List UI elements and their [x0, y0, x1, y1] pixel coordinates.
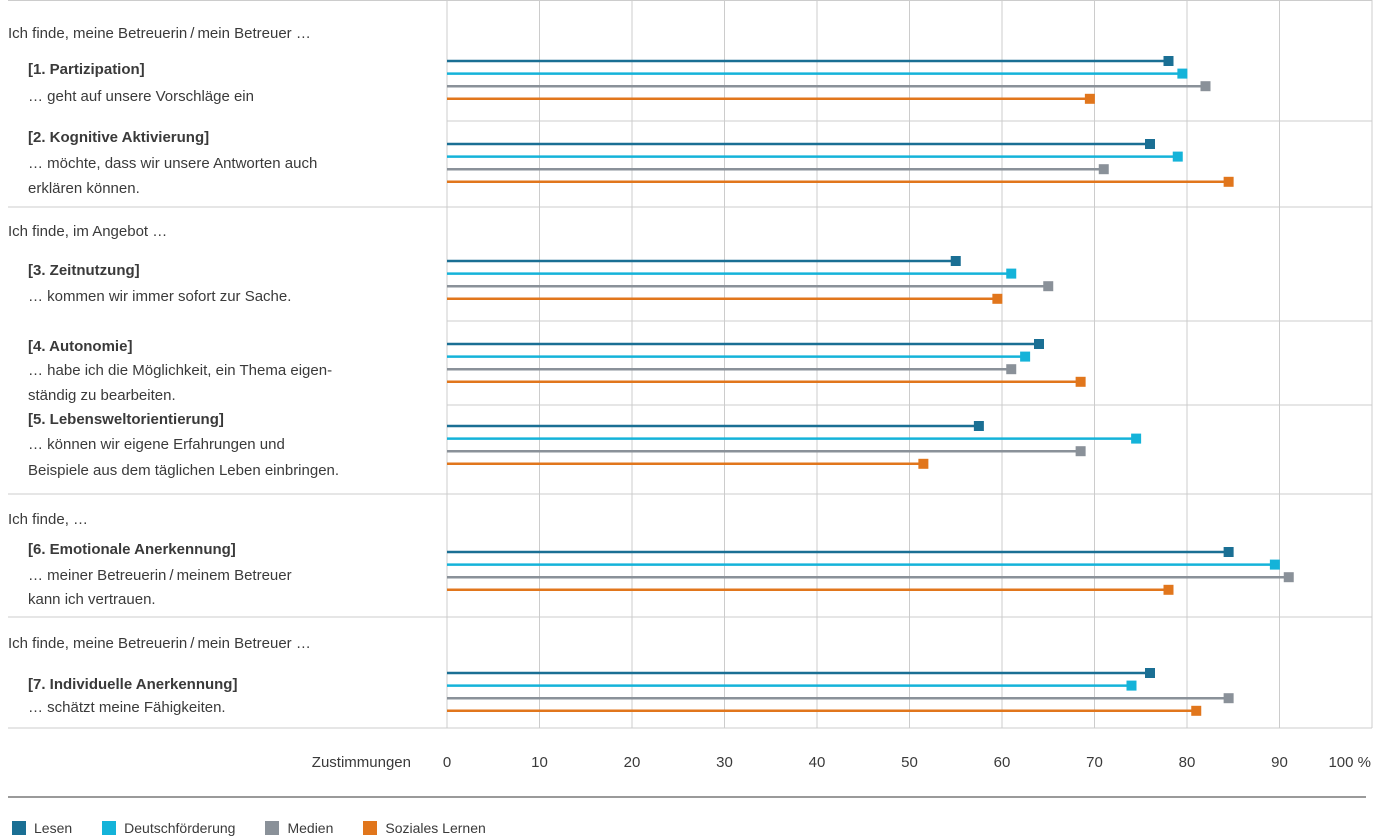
x-tick-label: 30: [716, 754, 733, 771]
bar-marker: [1200, 81, 1211, 92]
bar-marker: [1006, 268, 1017, 279]
bar-marker: [1163, 584, 1174, 595]
category-text: … schätzt meine Fähigkeiten.: [28, 699, 226, 716]
category-text: … kommen wir immer sofort zur Sache.: [28, 288, 291, 305]
category-title: [4. Autonomie]: [28, 338, 132, 355]
x-tick-label: 60: [994, 754, 1011, 771]
bar-marker: [1145, 139, 1155, 149]
category-text: Beispiele aus dem täglichen Leben einbri…: [28, 462, 339, 479]
bar-marker: [1075, 376, 1086, 387]
x-tick-label: 80: [1179, 754, 1196, 771]
legend-item: Deutschförderung: [102, 820, 235, 836]
category-text: … habe ich die Möglichkeit, ein Thema ei…: [28, 362, 332, 379]
category-title: [2. Kognitive Aktivierung]: [28, 129, 209, 146]
bar-marker: [918, 458, 929, 469]
bar-marker: [1283, 572, 1294, 583]
category-text: kann ich vertrauen.: [28, 591, 156, 608]
bar-marker: [950, 256, 961, 266]
bar-marker: [1223, 176, 1234, 187]
bar-marker: [1145, 668, 1155, 678]
legend-item: Soziales Lernen: [363, 820, 486, 836]
legend-label: Lesen: [34, 820, 73, 836]
x-tick-label: 0: [443, 754, 451, 771]
bar-marker: [992, 293, 1003, 304]
bar-marker: [1172, 151, 1183, 162]
group-intro-1: Ich finde, im Angebot …: [8, 223, 167, 240]
x-tick-label: 100 %: [1328, 754, 1371, 771]
bar-marker: [1043, 281, 1054, 292]
x-tick-label: 10: [531, 754, 548, 771]
bar-marker: [973, 421, 984, 431]
legend-swatch: [12, 821, 26, 835]
group-intro-0: Ich finde, meine Betreuerin / mein Betre…: [8, 25, 311, 42]
bar-marker: [1084, 93, 1095, 104]
category-text: … meiner Betreuerin / meinem Betreuer: [28, 567, 292, 584]
category-text: erklären können.: [28, 180, 140, 197]
bar-marker: [1177, 68, 1188, 79]
bar-marker: [1223, 693, 1234, 704]
category-title: [1. Partizipation]: [28, 61, 145, 78]
legend-swatch: [102, 821, 117, 835]
category-title: [7. Individuelle Anerkennung]: [28, 676, 237, 693]
legend-label: Medien: [287, 820, 334, 836]
group-intro-3: Ich finde, meine Betreuerin / mein Betre…: [8, 635, 311, 652]
bar-marker: [1006, 364, 1017, 375]
category-title: [5. Lebensweltorientierung]: [28, 411, 224, 428]
bar-marker: [1075, 446, 1086, 457]
x-axis-label: Zustimmungen: [312, 754, 411, 771]
category-title: [6. Emotionale Anerkennung]: [28, 541, 236, 558]
legend-swatch: [265, 821, 280, 835]
category-title: [3. Zeitnutzung]: [28, 262, 140, 279]
legend-label: Deutschförderung: [124, 820, 236, 836]
x-tick-label: 40: [809, 754, 826, 771]
bar-marker: [1223, 547, 1234, 557]
legend-label: Soziales Lernen: [385, 820, 486, 836]
bar-marker: [1034, 339, 1044, 349]
legend-item: Lesen: [12, 820, 72, 836]
category-text: … möchte, dass wir unsere Antworten auch: [28, 155, 317, 172]
category-text: … können wir eigene Erfahrungen und: [28, 436, 285, 453]
legend-swatch: [363, 821, 378, 835]
bar-marker: [1269, 559, 1280, 570]
category-text: ständig zu bearbeiten.: [28, 387, 176, 404]
x-tick-label: 20: [624, 754, 641, 771]
bar-marker: [1126, 680, 1137, 691]
bar-marker: [1020, 351, 1031, 362]
category-text: … geht auf unsere Vorschläge ein: [28, 88, 254, 105]
group-intro-2: Ich finde, …: [8, 511, 88, 528]
x-tick-label: 50: [901, 754, 918, 771]
legend: Lesen Deutschförderung Medien Soziales Lern…: [12, 819, 516, 837]
x-tick-label: 90: [1271, 754, 1288, 771]
bar-marker: [1131, 433, 1142, 444]
legend-item: Medien: [265, 820, 333, 836]
bar-marker: [1163, 56, 1174, 66]
x-tick-label: 70: [1086, 754, 1103, 771]
bar-marker: [1191, 705, 1202, 716]
bar-marker: [1098, 164, 1109, 175]
